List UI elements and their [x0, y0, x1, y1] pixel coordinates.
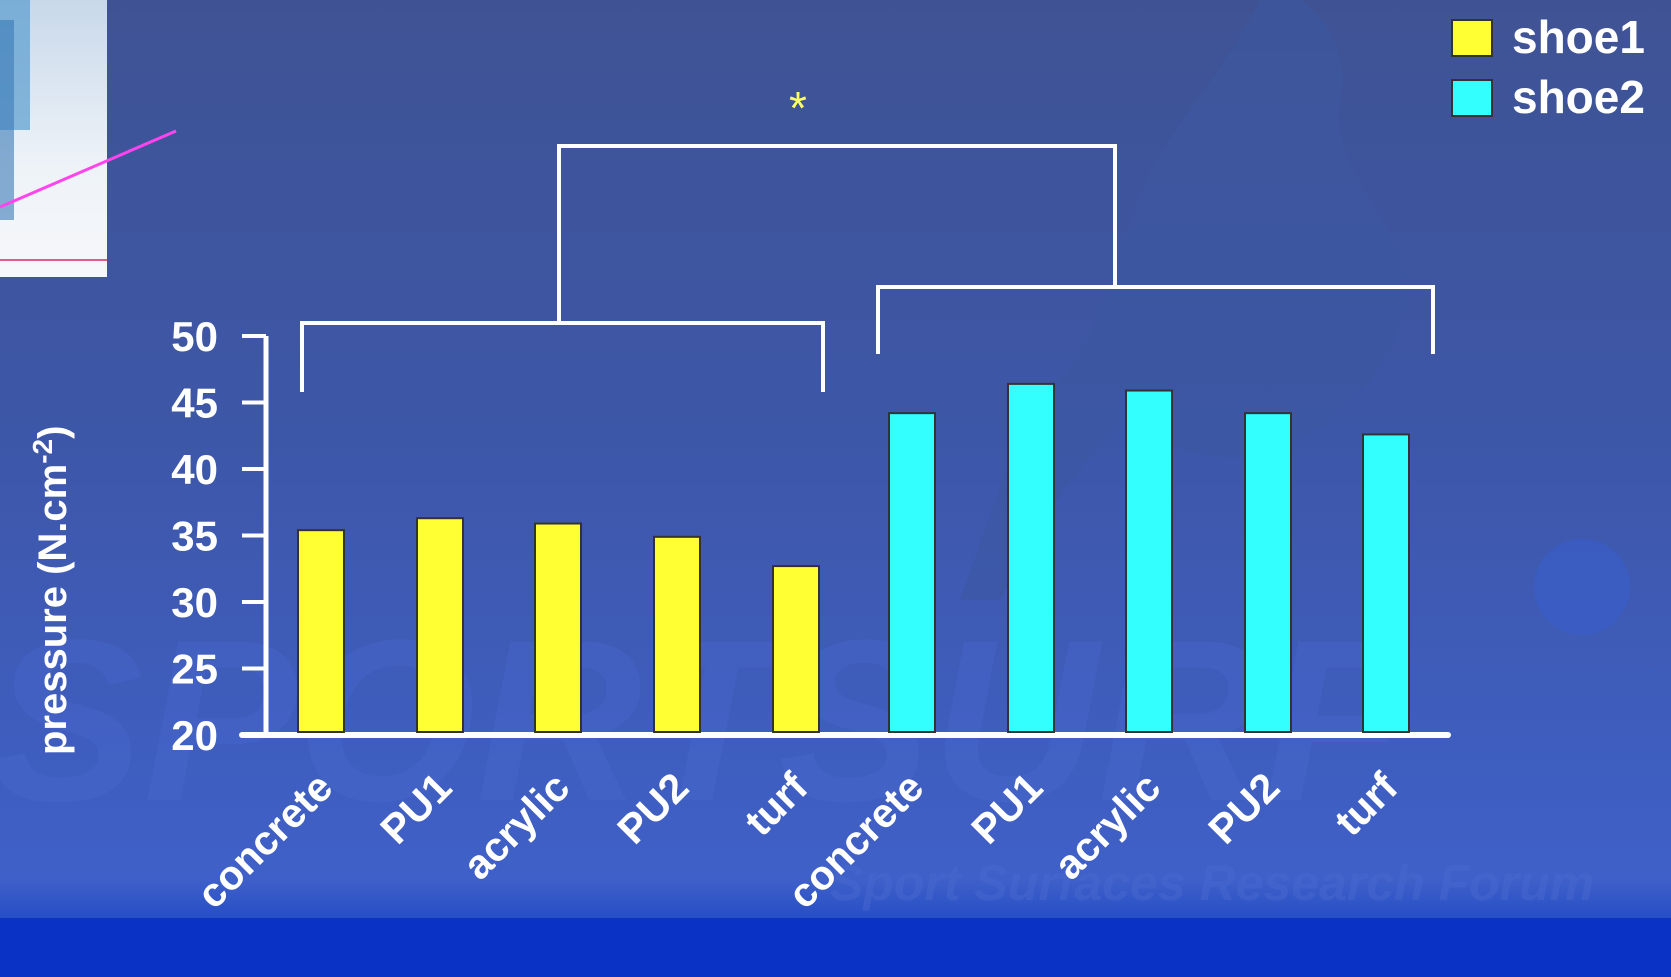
bar-shoe2-PU2: [1244, 412, 1292, 733]
significance-asterisk: *: [789, 82, 807, 134]
bracket-comparison: [557, 144, 1117, 323]
bracket-shoe2: [876, 285, 1435, 354]
bar-shoe1-PU1: [416, 517, 464, 734]
y-tick-label: 30: [171, 579, 218, 626]
legend: shoe1 shoe2: [1451, 11, 1645, 123]
bracket-shoe1: [300, 321, 825, 392]
bar-shoe1-turf: [772, 565, 820, 734]
bottom-bar: [0, 918, 1671, 977]
significance-brackets: [300, 144, 1435, 392]
bar-shoe2-PU1: [1007, 382, 1055, 733]
y-tick-label: 25: [171, 646, 218, 693]
watermark-tagline: Sport Surfaces Research Forum: [830, 855, 1594, 911]
runner-silhouette: [960, 0, 1405, 600]
y-tick-label: 20: [171, 712, 218, 759]
inset-image: [0, 0, 107, 277]
bar-shoe2-turf: [1362, 433, 1410, 733]
axes: 20 25 30 35 40 45 50: [171, 313, 1451, 759]
bar-shoe1-PU2: [653, 535, 701, 734]
y-tick-label: 50: [171, 313, 218, 360]
y-tick-label: 45: [171, 380, 218, 427]
legend-label-shoe1: shoe1: [1512, 11, 1645, 63]
bar-shoe2-concrete: [888, 412, 936, 733]
legend-swatch-shoe1: [1451, 19, 1493, 57]
bar-shoe1-concrete: [297, 529, 345, 733]
legend-swatch-shoe2: [1451, 79, 1493, 117]
inset-trend-line: [0, 129, 177, 209]
inset-graph: [0, 0, 107, 261]
y-tick-label: 40: [171, 446, 218, 493]
bar-shoe2-acrylic: [1125, 389, 1173, 733]
watermark-logo: SPORTSURF: [0, 592, 1410, 849]
y-tick-label: 35: [171, 513, 218, 560]
bar-shoe1-acrylic: [534, 522, 582, 734]
y-axis-label: pressure (N.cm-2): [27, 426, 75, 755]
legend-label-shoe2: shoe2: [1512, 71, 1645, 123]
watermark-ball: [1534, 539, 1630, 635]
